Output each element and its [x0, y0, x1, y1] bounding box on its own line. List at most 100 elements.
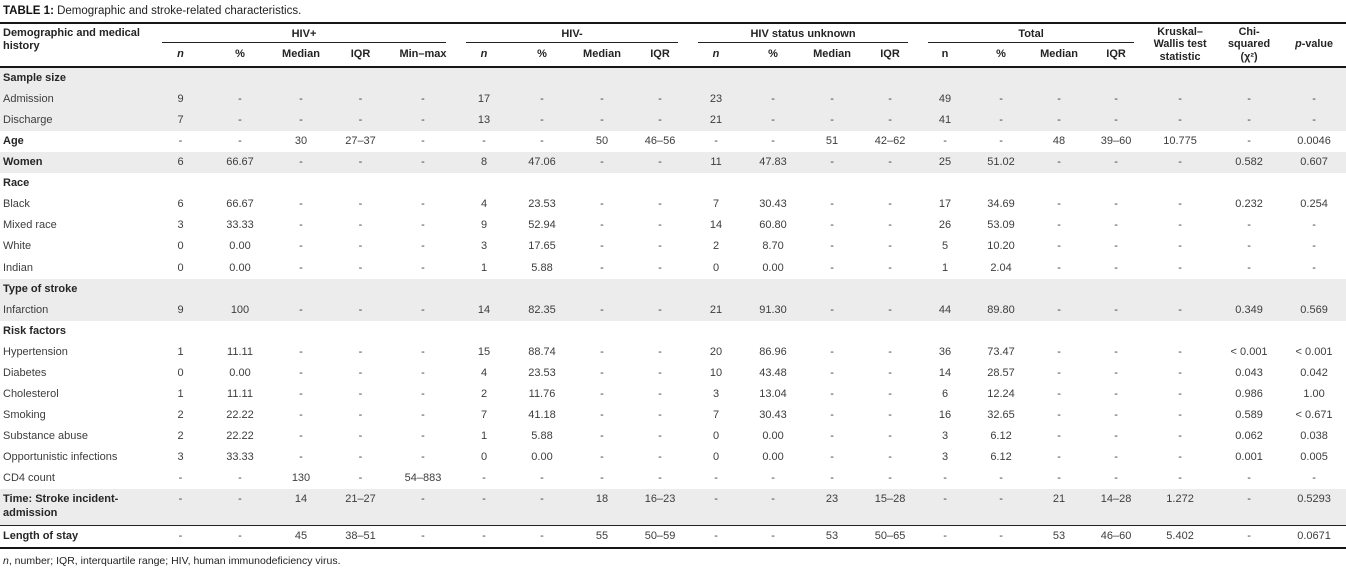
table-cell: 0: [712, 451, 720, 464]
table-cell: 0.232: [1235, 198, 1263, 211]
table-cell: -: [830, 240, 834, 253]
table-cell: 34.69: [987, 198, 1015, 211]
subcol-header-pct: %: [537, 48, 547, 61]
table-cell: 0.00: [229, 240, 251, 253]
table-title: TABLE 1: Demographic and stroke-related …: [0, 0, 1346, 22]
table-cell: 21: [709, 114, 723, 126]
table-cell: 6: [177, 156, 184, 169]
table-cell: 30.43: [759, 409, 787, 422]
table-cell: -: [1312, 219, 1316, 232]
table-cell: 33.33: [226, 219, 254, 232]
table-cell: 9: [480, 219, 488, 232]
table-cell: 0.986: [1235, 388, 1263, 401]
table-cell: -: [714, 472, 718, 485]
table-cell: -: [714, 135, 718, 148]
table-cell: 60.80: [759, 219, 787, 232]
table-cell: 0.00: [229, 261, 251, 274]
table-cell: -: [1057, 472, 1061, 485]
table-cell: -: [830, 345, 834, 358]
table-row: Indian 0 0.00 - - - 1 5.88 - - 0 0.00 - - 1 2.04 - - - - -: [0, 258, 1346, 279]
table-title-label: TABLE 1:: [3, 5, 54, 17]
table-cell: -: [1178, 345, 1182, 358]
table-cell: -: [830, 219, 834, 232]
table-cell: -: [888, 261, 892, 274]
table-cell: 53: [825, 529, 839, 542]
table-cell: 44: [938, 303, 952, 316]
table-cell: -: [209, 489, 271, 526]
table-cell: -: [600, 92, 604, 105]
table-cell: -: [421, 409, 425, 422]
row-label: Diabetes: [3, 366, 47, 379]
row-label: Age: [3, 135, 24, 148]
table-cell: -: [178, 529, 183, 542]
table-cell: 1: [480, 261, 488, 274]
subcol-header-n: n: [941, 48, 949, 61]
table-cell: -: [1057, 388, 1061, 401]
table-cell: 3: [480, 240, 488, 253]
table-cell: -: [600, 198, 604, 211]
table-cell: -: [1178, 366, 1182, 379]
table-cell: 41.18: [528, 409, 556, 422]
table-cell: -: [1178, 156, 1182, 169]
table-cell: 10.20: [987, 240, 1015, 253]
table-cell: 51.02: [987, 156, 1015, 169]
table-cell: 9: [177, 303, 184, 316]
table-cell: -: [1114, 156, 1118, 169]
table-cell: 20: [709, 345, 723, 358]
table-cell: < 0.001: [1295, 345, 1333, 358]
table-cell: -: [600, 388, 604, 401]
table-cell: 14: [477, 303, 491, 316]
table-cell: 26: [938, 219, 952, 232]
table-cell: -: [600, 303, 604, 316]
footnote-text: , number; IQR, interquartile range; HIV,…: [8, 554, 341, 567]
subcol-header-median: Median: [282, 48, 320, 61]
group-header-label: HIV-: [466, 24, 679, 43]
table-cell: 11.11: [227, 345, 253, 358]
table-cell: 0.569: [1300, 303, 1328, 316]
table-cell: -: [1114, 261, 1118, 274]
table-cell: 53.09: [987, 219, 1015, 232]
table-cell: 5.88: [531, 430, 553, 443]
table-cell: -: [1312, 92, 1316, 105]
table-cell: -: [1114, 303, 1118, 316]
table-cell: -: [358, 261, 363, 274]
subcol-header-median: Median: [1040, 48, 1078, 61]
table-cell: 3: [941, 430, 949, 443]
group-header-hiv-positive: HIV+: [152, 23, 456, 44]
table-cell: -: [1057, 345, 1061, 358]
table-cell: 49: [938, 92, 952, 105]
table-cell: -: [658, 114, 662, 126]
table-cell: -: [421, 345, 425, 358]
table-row: Time: Stroke incident-admission - -14 21–27…: [0, 489, 1346, 526]
table-cell: -: [421, 219, 425, 232]
table-cell: 0.589: [1235, 409, 1263, 422]
table-cell: -: [658, 240, 662, 253]
table-cell: -: [540, 92, 544, 105]
table-cell: -: [600, 156, 604, 169]
table-cell: 54–883: [404, 472, 442, 485]
table-cell: -: [830, 198, 834, 211]
table-body: Sample size Admission 9- - - -17- - -23- - -49- - -…: [0, 66, 1346, 548]
table-cell: < 0.671: [1295, 409, 1333, 422]
table-cell: -: [238, 472, 242, 485]
table-cell: 21: [1030, 489, 1089, 526]
table-cell: -: [1114, 472, 1118, 485]
table-cell: -: [1114, 219, 1118, 232]
table-cell: 5.88: [531, 261, 553, 274]
table-cell: 39–60: [1100, 135, 1132, 148]
table-row: White 0 0.00 - - - 3 17.65 - - 2 8.70 - - 5 10.20 - - - - -: [0, 236, 1346, 257]
table-cell: -: [830, 114, 834, 126]
table-cell: -: [152, 489, 209, 526]
table-cell: -: [512, 489, 572, 526]
table-cell: 45: [294, 529, 308, 542]
table-cell: 2.04: [990, 261, 1012, 274]
table-cell: -: [540, 529, 544, 542]
table-cell: -: [1057, 92, 1061, 105]
subheader-row: n% Median IQR Min–max n% Median IQR n% Median IQR…: [0, 44, 1346, 67]
table-cell: 8.70: [762, 240, 784, 253]
table-cell: -: [358, 198, 363, 211]
table-cell: -: [1057, 156, 1061, 169]
table-cell: -: [600, 219, 604, 232]
table-cell: 0.043: [1235, 366, 1263, 379]
